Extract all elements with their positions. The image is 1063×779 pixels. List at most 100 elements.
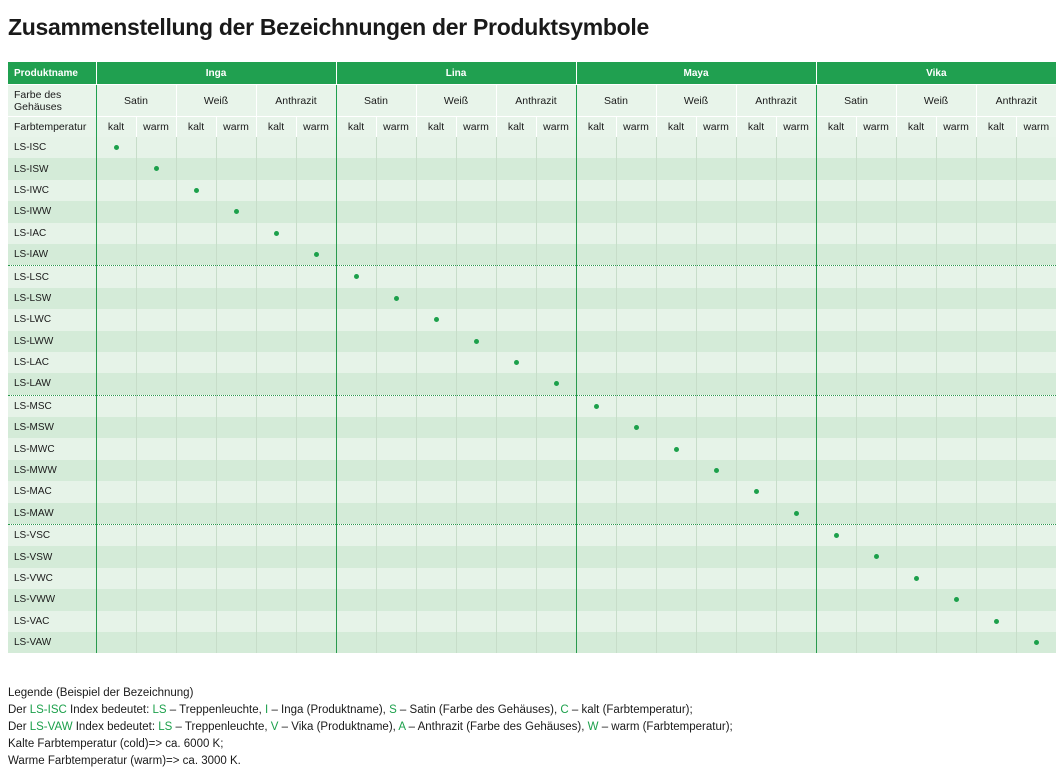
table-cell bbox=[655, 243, 696, 267]
table-cell bbox=[695, 373, 736, 396]
table-cell bbox=[895, 589, 937, 611]
table-cell bbox=[95, 201, 136, 223]
header-housing-color: Anthrazit bbox=[255, 84, 336, 117]
table-cell bbox=[215, 201, 256, 223]
table-cell bbox=[815, 373, 857, 396]
header-label-temperature: Farbtemperatur bbox=[8, 116, 96, 137]
table-cell bbox=[335, 502, 376, 526]
table-cell bbox=[135, 589, 176, 611]
legend-example-vaw: Der LS-VAW Index bedeutet: LS – Treppenl… bbox=[8, 719, 733, 736]
table-cell bbox=[135, 631, 176, 654]
table-cell bbox=[815, 137, 857, 159]
table-cell bbox=[815, 502, 857, 526]
table-cell bbox=[575, 395, 616, 418]
table-cell bbox=[775, 137, 817, 159]
table-cell bbox=[655, 567, 696, 590]
table-cell bbox=[255, 417, 296, 439]
row-code: LS-LSW bbox=[8, 287, 97, 310]
table-cell bbox=[415, 481, 456, 503]
table-cell bbox=[95, 417, 136, 439]
table-cell bbox=[695, 610, 736, 632]
header-temperature: kalt bbox=[575, 116, 616, 137]
row-code: LS-VSW bbox=[8, 546, 97, 568]
table-cell bbox=[615, 179, 656, 202]
table-cell bbox=[295, 330, 336, 352]
table-cell bbox=[775, 309, 817, 331]
row-code: LS-IWW bbox=[8, 201, 97, 223]
table-cell bbox=[935, 265, 977, 288]
table-cell bbox=[215, 137, 256, 159]
table-cell bbox=[375, 417, 416, 439]
table-cell bbox=[455, 287, 496, 310]
table-cell bbox=[495, 158, 536, 180]
table-cell bbox=[575, 589, 616, 611]
row-code: LS-IAW bbox=[8, 243, 97, 267]
legend-code-highlight: A bbox=[398, 721, 406, 733]
table-cell bbox=[895, 631, 937, 654]
table-cell bbox=[935, 373, 977, 396]
table-cell bbox=[935, 502, 977, 526]
legend: Legende (Beispiel der Bezeichnung) Der L… bbox=[8, 685, 733, 770]
table-cell bbox=[495, 243, 536, 267]
row-code: LS-IAC bbox=[8, 222, 97, 244]
table-cell bbox=[1015, 201, 1057, 223]
marker-dot-icon bbox=[193, 187, 199, 193]
table-cell bbox=[295, 243, 336, 267]
table-cell bbox=[175, 395, 216, 418]
marker-dot-icon bbox=[593, 403, 599, 409]
table-cell bbox=[575, 631, 616, 654]
marker-dot-icon bbox=[153, 166, 159, 172]
table-cell bbox=[455, 201, 496, 223]
table-cell bbox=[1015, 524, 1057, 547]
table-cell bbox=[855, 373, 897, 396]
table-cell bbox=[455, 351, 496, 374]
table-cell bbox=[95, 481, 136, 503]
table-cell bbox=[495, 459, 536, 482]
table-cell bbox=[935, 287, 977, 310]
table-cell bbox=[215, 265, 256, 288]
legend-code-highlight: C bbox=[560, 704, 569, 716]
table-cell bbox=[95, 631, 136, 654]
table-cell bbox=[855, 631, 897, 654]
table-row: LS-IAW bbox=[8, 243, 1057, 267]
legend-text: – warm (Farbtemperatur); bbox=[598, 721, 733, 733]
legend-code-highlight: LS bbox=[152, 704, 167, 716]
table-cell bbox=[1015, 438, 1057, 460]
table-cell bbox=[655, 373, 696, 396]
table-cell bbox=[775, 589, 817, 611]
table-cell bbox=[655, 222, 696, 244]
table-cell bbox=[95, 610, 136, 632]
table-cell bbox=[895, 179, 937, 202]
table-cell bbox=[655, 351, 696, 374]
table-cell bbox=[215, 567, 256, 590]
row-code: LS-MSW bbox=[8, 417, 97, 439]
table-cell bbox=[855, 502, 897, 526]
table-cell bbox=[815, 546, 857, 568]
table-cell bbox=[775, 438, 817, 460]
table-cell bbox=[695, 502, 736, 526]
table-cell bbox=[375, 373, 416, 396]
table-cell bbox=[295, 459, 336, 482]
table-cell bbox=[335, 201, 376, 223]
table-cell bbox=[695, 351, 736, 374]
table-cell bbox=[615, 524, 656, 547]
table-cell bbox=[935, 417, 977, 439]
table-cell bbox=[775, 631, 817, 654]
table-cell bbox=[975, 309, 1017, 331]
table-cell bbox=[655, 395, 696, 418]
table-cell bbox=[695, 567, 736, 590]
table-cell bbox=[255, 243, 296, 267]
table-cell bbox=[895, 351, 937, 374]
table-cell bbox=[255, 631, 296, 654]
table-cell bbox=[775, 373, 817, 396]
header-temperature: kalt bbox=[255, 116, 296, 137]
table-cell bbox=[415, 567, 456, 590]
table-cell bbox=[735, 158, 776, 180]
table-cell bbox=[535, 309, 576, 331]
table-cell bbox=[415, 395, 456, 418]
table-cell bbox=[975, 567, 1017, 590]
table-cell bbox=[575, 373, 616, 396]
table-cell bbox=[735, 459, 776, 482]
table-cell bbox=[215, 417, 256, 439]
table-cell bbox=[535, 481, 576, 503]
